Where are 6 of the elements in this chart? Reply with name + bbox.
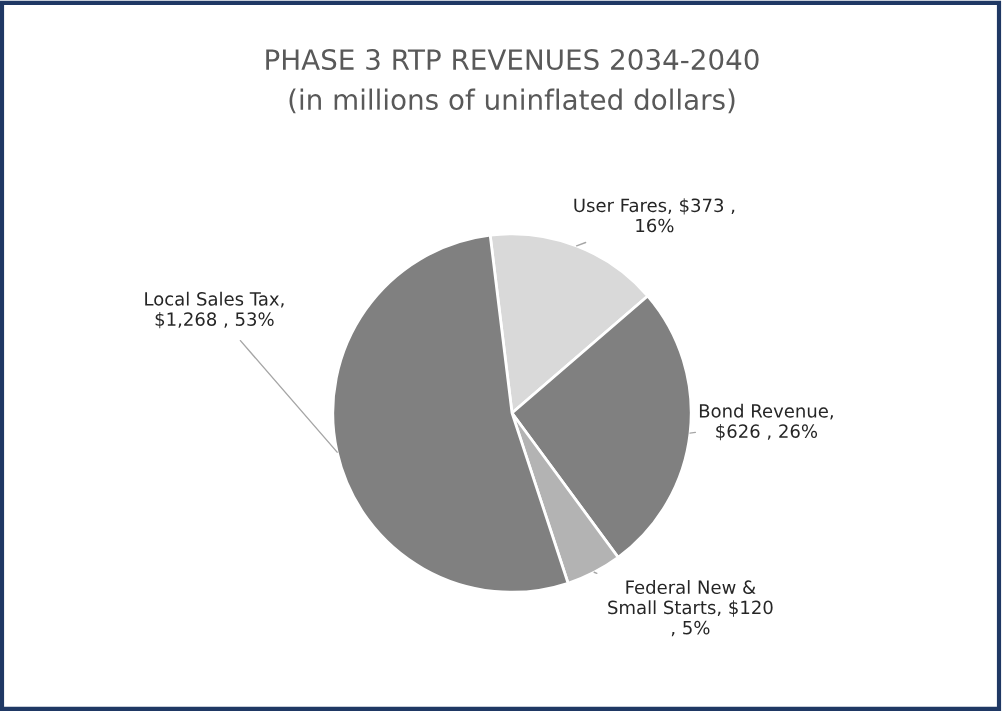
slice-label: User Fares, $373 , 16%: [574, 198, 735, 233]
chart-subtitle: (in millions of uninflated dollars): [289, 88, 735, 114]
chart-title: PHASE 3 RTP REVENUES 2034-2040: [266, 49, 759, 71]
slice-label: Bond Revenue, $626 , 26%: [699, 403, 833, 441]
slice-label: Local Sales Tax, $1,268 , 53%: [145, 291, 284, 329]
slice-label: Federal New & Small Starts, $120 , 5%: [608, 580, 773, 637]
